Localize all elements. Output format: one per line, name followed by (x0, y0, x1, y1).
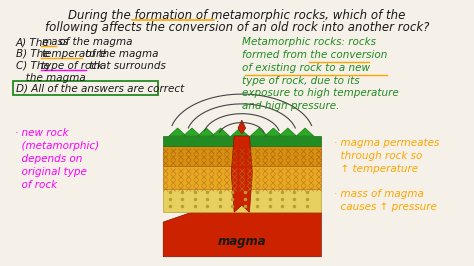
Text: of the magma: of the magma (56, 37, 133, 47)
Text: causes ↑ pressure: causes ↑ pressure (334, 202, 437, 212)
Text: temperature: temperature (41, 49, 107, 59)
Polygon shape (231, 128, 248, 136)
Text: formed from the conversion: formed from the conversion (242, 50, 387, 60)
Text: C) The: C) The (16, 61, 53, 71)
Text: through rock so: through rock so (334, 151, 422, 161)
Polygon shape (238, 120, 246, 134)
Text: and high pressure.: and high pressure. (242, 101, 339, 111)
Text: · magma permeates: · magma permeates (334, 138, 439, 148)
Text: ↑ temperature: ↑ temperature (334, 164, 418, 174)
Polygon shape (163, 197, 321, 257)
Text: D) All of the answers are correct: D) All of the answers are correct (16, 84, 184, 94)
Text: type of rock, due to its: type of rock, due to its (242, 76, 359, 86)
Text: During the formation of metamorphic rocks, which of the: During the formation of metamorphic rock… (68, 9, 406, 22)
Text: (metamorphic): (metamorphic) (15, 141, 99, 151)
Text: Metamorphic rocks: rocks: Metamorphic rocks: rocks (242, 37, 376, 47)
Polygon shape (163, 146, 321, 166)
Text: magma: magma (218, 235, 266, 248)
Text: the magma: the magma (16, 73, 85, 83)
Text: original type: original type (15, 167, 87, 177)
Polygon shape (198, 128, 215, 136)
Polygon shape (212, 128, 229, 136)
Text: following affects the conversion of an old rock into another rock?: following affects the conversion of an o… (45, 21, 429, 34)
Text: B) The: B) The (16, 49, 53, 59)
Text: of existing rock to a new: of existing rock to a new (242, 63, 370, 73)
Polygon shape (163, 189, 321, 212)
Text: depends on: depends on (15, 154, 82, 164)
Polygon shape (163, 166, 321, 189)
Polygon shape (250, 128, 268, 136)
Polygon shape (279, 128, 296, 136)
Text: of rock: of rock (15, 180, 57, 189)
Text: exposure to high temperature: exposure to high temperature (242, 89, 399, 98)
Polygon shape (183, 128, 201, 136)
Text: that surrounds: that surrounds (86, 61, 165, 71)
Polygon shape (169, 128, 186, 136)
Text: type of rock: type of rock (41, 61, 104, 71)
Text: A) The: A) The (16, 37, 53, 47)
Text: of the magma: of the magma (82, 49, 159, 59)
Text: · new rock: · new rock (15, 128, 68, 138)
Text: mass: mass (41, 37, 69, 47)
Text: · mass of magma: · mass of magma (334, 189, 424, 200)
Polygon shape (163, 136, 321, 146)
Polygon shape (265, 128, 282, 136)
Polygon shape (231, 136, 252, 212)
Polygon shape (296, 128, 314, 136)
